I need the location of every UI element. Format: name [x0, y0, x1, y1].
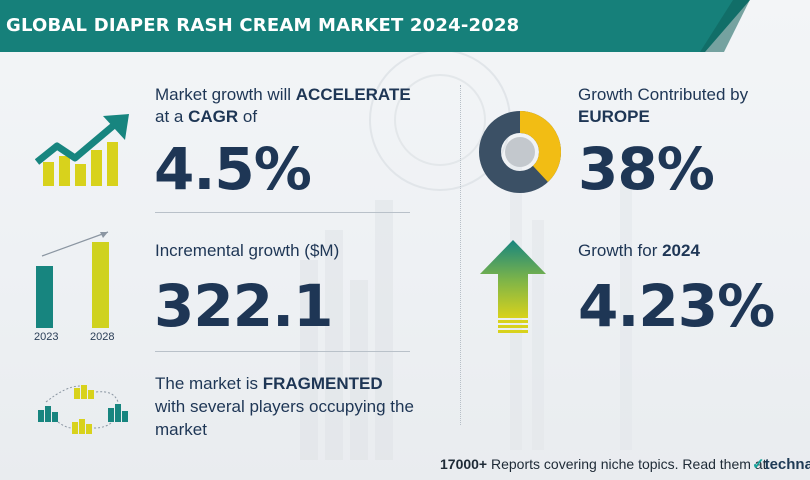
europe-share-donut [479, 111, 561, 193]
title-banner [0, 0, 750, 52]
donut-hole [505, 137, 535, 167]
bar-year-2023: 2023 [34, 331, 59, 343]
bar-2023 [36, 266, 53, 328]
growth-2024-label: Growth for 2024 [578, 241, 700, 260]
growth-chart-arrow-icon [35, 114, 129, 186]
row-divider [155, 212, 410, 213]
europe-label: Growth Contributed by EUROPE [578, 85, 749, 126]
incremental-label: Incremental growth ($M) [155, 241, 340, 260]
donut-europe-slice [479, 111, 561, 193]
fragmented-label: The market is FRAGMENTED with several pl… [155, 374, 414, 439]
bar-2028 [92, 242, 109, 328]
europe-value: 38% [578, 135, 715, 203]
cagr-value: 4.5% [154, 135, 312, 203]
technavio-logo[interactable]: ✓technav [752, 456, 810, 473]
incremental-value: 322.1 [154, 272, 333, 340]
check-icon: ✓ [752, 456, 765, 473]
bar-comparison-icon [36, 231, 109, 328]
page-title: GLOBAL DIAPER RASH CREAM MARKET 2024-202… [6, 15, 520, 36]
column-divider [460, 85, 461, 425]
cagr-label: Market growth will ACCELERATE at a CAGR … [155, 85, 411, 126]
growth-2024-value: 4.23% [578, 272, 775, 340]
footer-text: 17000+ Reports covering niche topics. Re… [440, 456, 767, 472]
row-divider [155, 351, 410, 352]
up-arrow-icon [480, 240, 546, 333]
company-buildings-icon [38, 385, 128, 434]
bar-year-2028: 2028 [90, 331, 115, 343]
